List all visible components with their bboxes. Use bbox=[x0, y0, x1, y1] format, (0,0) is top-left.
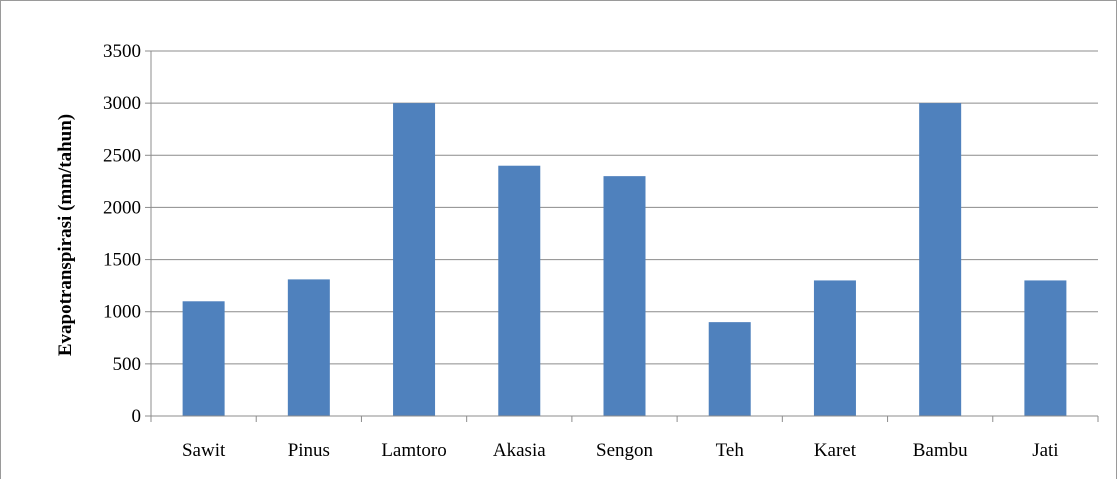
bars bbox=[182, 103, 1067, 417]
y-tick-label: 3000 bbox=[103, 93, 141, 114]
y-tick-label: 3500 bbox=[103, 41, 141, 62]
bar-pinus bbox=[287, 279, 330, 416]
bar-sengon bbox=[603, 176, 646, 416]
x-category-label: Sawit bbox=[182, 440, 226, 461]
x-category-label: Pinus bbox=[288, 440, 330, 461]
x-category-label: Jati bbox=[1032, 440, 1058, 461]
x-category-labels: Sawit Pinus Lamtoro Akasia Sengon Teh Karet Bam… bbox=[182, 440, 1059, 461]
y-tick-label: 2000 bbox=[103, 197, 141, 218]
y-tick-label: 1000 bbox=[103, 302, 141, 323]
x-category-label: Akasia bbox=[493, 440, 546, 461]
x-category-label: Teh bbox=[716, 440, 745, 461]
bar-bambu bbox=[919, 103, 962, 417]
bar-sawit bbox=[182, 301, 225, 416]
x-category-label: Sengon bbox=[596, 440, 654, 461]
bar-lamtoro bbox=[393, 103, 436, 417]
y-axis-title: Evapotranspirasi (mm/tahun) bbox=[55, 114, 76, 356]
bar-akasia bbox=[498, 165, 541, 416]
y-tick-label: 0 bbox=[132, 406, 142, 427]
y-tick-label: 2500 bbox=[103, 145, 141, 166]
x-category-label: Bambu bbox=[913, 440, 968, 461]
bar-teh bbox=[708, 322, 751, 416]
x-category-label: Lamtoro bbox=[381, 440, 446, 461]
y-tick-label: 500 bbox=[113, 354, 142, 375]
y-tick-label: 1500 bbox=[103, 250, 141, 271]
y-tick-labels: 0 500 1000 1500 2000 2500 3000 3500 bbox=[103, 41, 141, 427]
bar-jati bbox=[1024, 280, 1067, 416]
bar-karet bbox=[813, 280, 856, 416]
axes bbox=[145, 50, 1099, 422]
x-category-label: Karet bbox=[814, 440, 857, 461]
